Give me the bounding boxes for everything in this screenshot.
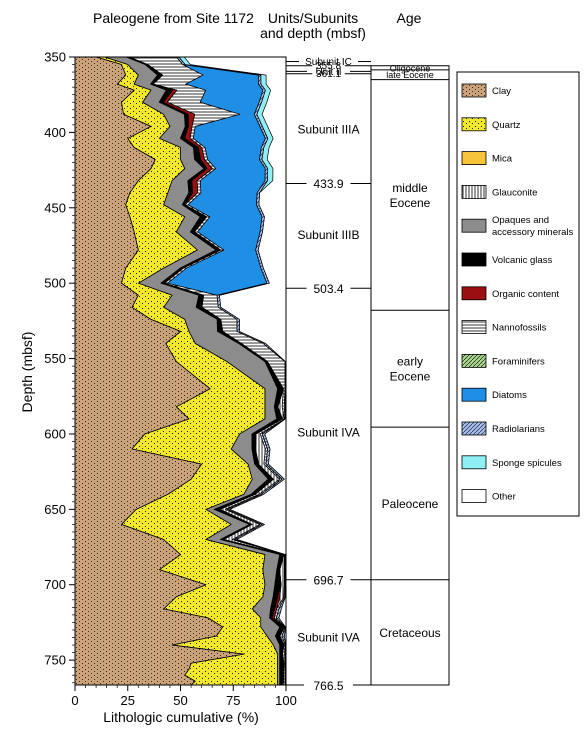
legend-label-other: Other — [492, 492, 516, 503]
age-label: Oligocene — [390, 63, 431, 73]
subunit-label: Subunit IVA — [297, 425, 359, 439]
y-tick-label: 700 — [44, 577, 66, 592]
y-tick-label: 600 — [44, 426, 66, 441]
y-tick-label: 550 — [44, 351, 66, 366]
x-axis: 0 25 50 75 100 — [71, 685, 297, 708]
y-tick-label: 500 — [44, 276, 66, 291]
unit-boundary-label: 433.9 — [313, 177, 343, 191]
age-header: Age — [397, 10, 422, 26]
legend-swatch-diatoms — [461, 387, 487, 402]
subunit-label: Subunit IIIB — [297, 228, 359, 242]
legend-swatch-nannofossils — [461, 320, 487, 335]
legend-label-clay: Clay — [492, 86, 511, 97]
legend-swatch-clay — [461, 83, 487, 98]
y-axis: 350 400 450 500 550 600 650 700 750 — [44, 50, 75, 684]
y-axis-label: Depth (mbsf) — [19, 332, 35, 413]
legend: Clay Quartz Mica Glauconite Opaques and acces… — [456, 71, 580, 517]
subunit-label: Subunit IIIA — [297, 122, 359, 136]
lithology-fills — [74, 56, 286, 686]
age-label: early Eocene — [390, 355, 431, 384]
legend-label-foraminifers: Foraminifers — [492, 356, 545, 367]
legend-label-nannofossils: Nannofossils — [492, 323, 547, 334]
x-tick-label: 75 — [226, 693, 240, 708]
legend-swatch-quartz — [461, 117, 487, 132]
y-tick-label: 450 — [44, 200, 66, 215]
chart-title: Paleogene from Site 1172 — [93, 10, 254, 26]
legend-label-glauconite: Glauconite — [492, 187, 537, 198]
legend-swatch-glauconite — [461, 184, 487, 199]
series-clay — [74, 56, 245, 686]
x-tick-label: 25 — [121, 693, 135, 708]
age-column-border — [370, 65, 450, 686]
unit-boundary-label: 503.4 — [313, 282, 343, 296]
legend-swatch-organic-content — [461, 286, 487, 301]
legend-swatch-mica — [461, 151, 487, 166]
legend-swatch-other — [461, 489, 487, 504]
subunit-label: Subunit IVA — [297, 631, 359, 645]
y-tick-label: 400 — [44, 125, 66, 140]
legend-swatch-sponge-spicules — [461, 455, 487, 470]
age-label: late Eocene — [386, 70, 434, 80]
age-label: Paleocene — [382, 497, 439, 511]
y-tick-label: 650 — [44, 502, 66, 517]
legend-label-diatoms: Diatoms — [492, 390, 527, 401]
unit-boundary-label: 361.1 — [316, 69, 341, 80]
legend-label-mica: Mica — [492, 154, 513, 165]
unit-boundary-label: 766.5 — [313, 679, 343, 693]
legend-swatch-radiolarians — [461, 421, 487, 436]
unit-boundary-label: Subunit IC — [305, 57, 352, 68]
y-tick-label: 350 — [44, 50, 66, 65]
age-label: middle Eocene — [390, 181, 431, 210]
unit-boundary-label: 696.7 — [313, 573, 343, 587]
unit-boundary-label: 355.8 — [316, 61, 341, 72]
units-header-line1: Units/Subunits — [268, 10, 358, 26]
legend-label-organic-content: Organic content — [492, 289, 559, 300]
legend-label-sponge-spicules: Sponge spicules — [492, 458, 562, 469]
units-header-line2: and depth (mbsf) — [260, 25, 366, 41]
legend-label-opaques-and-accessory-minerals: Opaques and accessory minerals — [492, 215, 574, 238]
y-tick-label: 750 — [44, 653, 66, 668]
legend-swatch-volcanic-glass — [461, 252, 487, 267]
legend-label-volcanic-glass: Volcanic glass — [492, 255, 552, 266]
legend-swatch-opaques-and-accessory-minerals — [461, 218, 487, 233]
plot-area: 350 400 450 500 550 600 650 700 750 0 25 50 75 100 — [44, 50, 297, 709]
x-axis-label: Lithologic cumulative (%) — [103, 709, 259, 725]
legend-swatch-foraminifers — [461, 353, 487, 368]
x-tick-label: 100 — [275, 693, 297, 708]
age-label: Cretaceous — [379, 626, 440, 640]
x-tick-label: 0 — [71, 693, 78, 708]
legend-label-radiolarians: Radiolarians — [492, 424, 545, 435]
x-tick-label: 50 — [173, 693, 187, 708]
legend-label-quartz: Quartz — [492, 120, 521, 131]
unit-boundary-label: Unit II — [315, 67, 341, 78]
